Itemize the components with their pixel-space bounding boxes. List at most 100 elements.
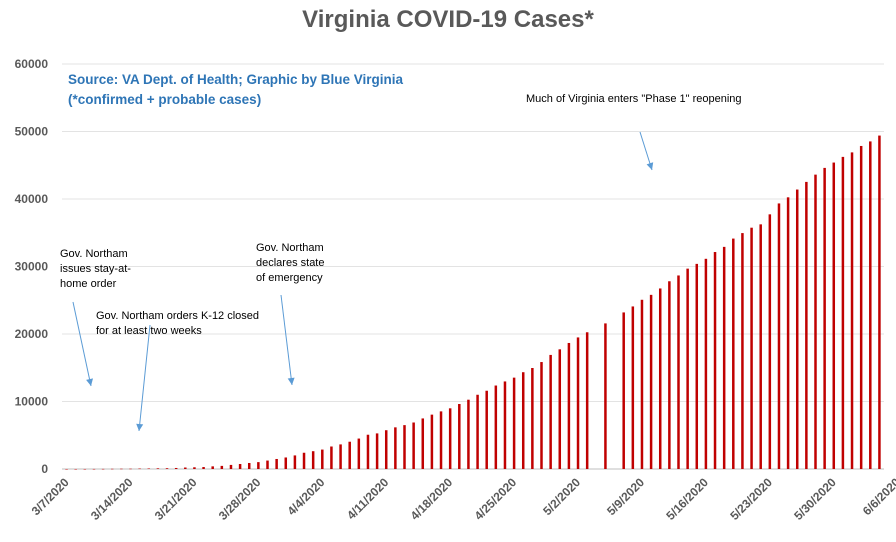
bar (668, 281, 671, 469)
bar (485, 390, 488, 469)
bar (503, 381, 507, 469)
bar (302, 452, 306, 469)
annotation-arrow (72, 301, 92, 387)
bar (284, 457, 288, 469)
bar (458, 404, 461, 469)
bar (759, 224, 762, 469)
annotation-arrow (138, 324, 151, 432)
annotation-text: Gov. Northam (60, 248, 128, 260)
bar (604, 323, 607, 469)
bar (110, 468, 114, 470)
y-tick-label: 20000 (15, 327, 49, 341)
bar (330, 446, 333, 469)
bar (74, 468, 77, 470)
annotation-text: of emergency (256, 272, 323, 284)
bar (805, 181, 808, 469)
annotation-arrowhead (287, 377, 295, 385)
bar (129, 468, 132, 470)
bar (266, 460, 269, 469)
bar (732, 238, 735, 469)
x-tick-label: 5/16/2020 (663, 475, 711, 523)
bar (649, 294, 653, 469)
bar (777, 203, 781, 469)
bar (576, 337, 580, 469)
bar (823, 167, 826, 469)
bar (174, 467, 178, 469)
bar (512, 377, 516, 469)
y-tick-label: 0 (41, 462, 48, 476)
annotation-text: home order (60, 278, 117, 290)
bar (220, 465, 224, 469)
bar (311, 451, 315, 469)
bar (321, 449, 324, 469)
bar (722, 246, 726, 469)
bar (357, 438, 361, 469)
bar (394, 427, 397, 469)
bar (138, 468, 141, 470)
bar (750, 227, 753, 469)
bar (403, 425, 406, 470)
y-tick-label: 30000 (15, 260, 49, 274)
bar (147, 468, 151, 469)
bar (412, 422, 415, 469)
bar (184, 467, 187, 469)
annotation-arrow (280, 294, 293, 386)
bar (795, 189, 799, 470)
bar (92, 468, 96, 470)
bar (339, 444, 342, 469)
x-tick-label: 3/14/2020 (88, 475, 136, 523)
bar (713, 252, 717, 469)
bar (869, 141, 872, 469)
x-tick-label: 3/21/2020 (152, 475, 200, 523)
bar (120, 468, 123, 470)
bar (293, 455, 297, 469)
bar (631, 306, 635, 469)
chart-title: Virginia COVID-19 Cases* (302, 6, 594, 33)
annotation-arrowhead (86, 378, 93, 386)
bar (859, 145, 863, 469)
annotation-text: Much of Virginia enters "Phase 1" reopen… (526, 93, 742, 105)
bar (211, 466, 214, 469)
bar (101, 468, 105, 470)
bar (585, 332, 589, 469)
x-tick-label: 4/25/2020 (472, 475, 520, 523)
annotation-arrowhead (136, 423, 144, 431)
bar (156, 468, 160, 469)
bar (193, 467, 196, 469)
x-tick-label: 3/28/2020 (216, 475, 264, 523)
bar (695, 263, 699, 469)
bar (704, 258, 708, 469)
x-tick-label: 6/6/2020 (860, 475, 896, 518)
bar (165, 468, 169, 469)
x-tick-label: 3/7/2020 (29, 475, 72, 518)
bar (549, 354, 552, 469)
bar (430, 414, 434, 469)
y-tick-label: 50000 (15, 125, 49, 139)
bar (238, 464, 242, 469)
bar (832, 162, 836, 469)
x-tick-label: 4/4/2020 (284, 475, 327, 518)
bar (476, 394, 479, 469)
bar (375, 433, 379, 469)
x-tick-label: 4/11/2020 (344, 475, 391, 522)
bar (850, 152, 854, 469)
bar (229, 464, 233, 469)
bar (494, 385, 498, 469)
bar (640, 299, 644, 469)
annotation-text: Gov. Northam (256, 242, 324, 254)
bar (348, 441, 351, 469)
annotation-text: Gov. Northam orders K-12 closed (96, 310, 259, 322)
annotation-text: issues stay-at- (60, 263, 131, 275)
bar (622, 312, 625, 469)
bar (540, 362, 543, 469)
x-tick-label: 5/2/2020 (540, 475, 583, 518)
bar (439, 411, 443, 469)
source-line: Source: VA Dept. of Health; Graphic by B… (68, 72, 404, 87)
bar (366, 434, 370, 469)
y-tick-label: 60000 (15, 57, 49, 71)
bar (467, 399, 470, 469)
bar (531, 368, 534, 469)
y-tick-label: 40000 (15, 192, 49, 206)
bar (421, 418, 425, 469)
